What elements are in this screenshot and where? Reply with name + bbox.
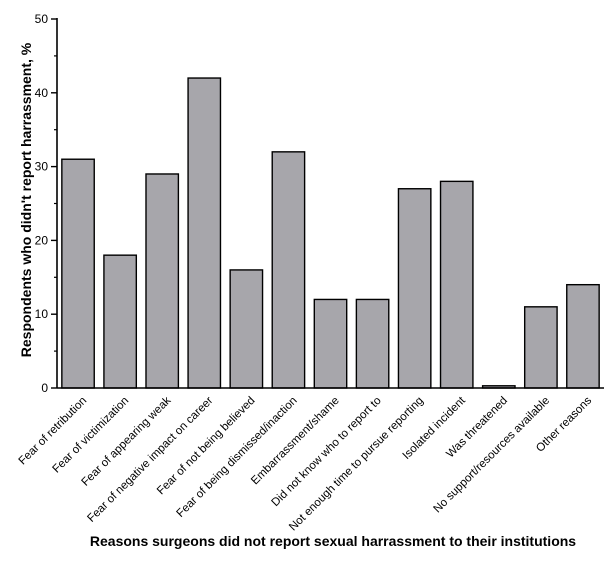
x-axis-title: Reasons surgeons did not report sexual h… xyxy=(90,533,576,549)
x-tick-label: Fear of victimization xyxy=(51,395,132,476)
bar xyxy=(145,173,180,389)
x-tick-label: Fear of retribution xyxy=(17,395,90,468)
bar xyxy=(229,269,264,389)
y-tick-label: 0 xyxy=(41,381,48,395)
bar xyxy=(397,188,432,389)
y-tick-label: 30 xyxy=(35,160,49,174)
bar xyxy=(439,180,474,389)
bar xyxy=(271,151,306,389)
bar xyxy=(566,283,600,389)
y-tick-label: 10 xyxy=(35,307,49,321)
bar xyxy=(313,298,348,389)
y-tick-label: 50 xyxy=(35,12,49,26)
y-tick-label: 40 xyxy=(35,86,49,100)
y-axis: 0 10 20 30 40 50 xyxy=(35,12,58,395)
y-tick-label: 20 xyxy=(35,233,49,247)
bar xyxy=(187,77,222,389)
bar xyxy=(61,158,95,389)
bar xyxy=(523,306,558,389)
y-axis-title: Respondents who didn't report harrassmen… xyxy=(18,42,34,357)
bar xyxy=(103,254,138,389)
bar xyxy=(355,298,390,389)
bars-group xyxy=(61,77,600,389)
